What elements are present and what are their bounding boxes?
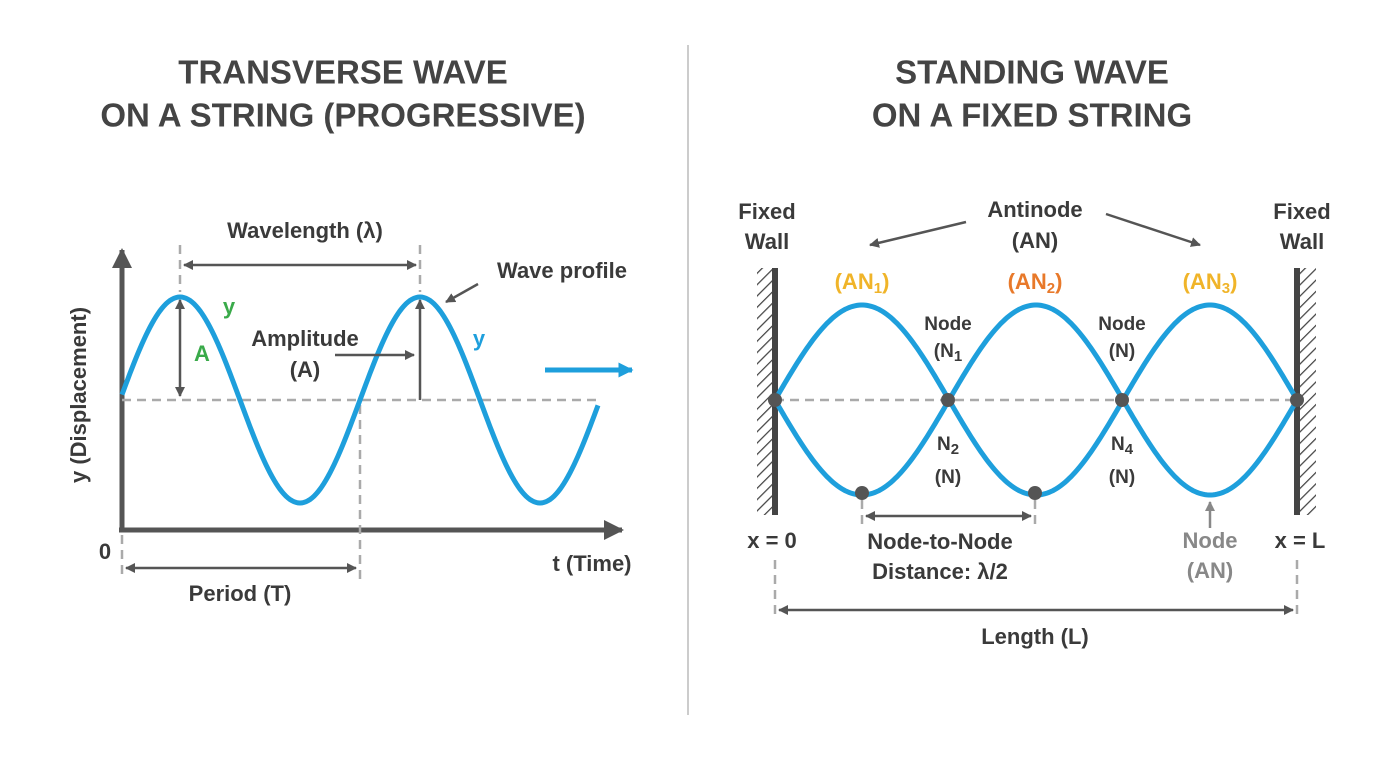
wall-label: Wall [745,229,789,254]
node-label: (N) [1109,467,1135,488]
bottom-node-label: Node [1183,528,1238,553]
green-y-label: y [223,294,236,319]
node-label: (N) [1109,341,1135,362]
antinode-marker: (AN1) [835,269,890,297]
node-label: N4 [1111,434,1134,458]
period-label: Period (T) [189,581,292,606]
node-label: Node [924,314,972,335]
wall-label: Fixed [738,199,795,224]
amplitude-symbol: A [194,341,210,366]
title-line: ON A FIXED STRING [872,97,1192,134]
x-axis-label: t (Time) [552,551,631,576]
pointer-arrow [445,282,479,304]
antinode-label: Antinode [987,197,1082,222]
amplitude-label: (A) [290,357,321,382]
wall-label: Wall [1280,229,1324,254]
antinode-marker: (AN2) [1008,269,1063,297]
wall-hatch [1300,268,1316,515]
right-panel: STANDING WAVE ON A FIXED STRING Fixed Wa… [738,54,1330,649]
wall-hatch [757,268,773,515]
antinode-label: (AN) [1012,228,1058,253]
pointer-arrow [1105,212,1201,247]
title-line: ON A STRING (PROGRESSIVE) [100,97,585,134]
progressive-wave [119,294,601,506]
origin-label: 0 [99,539,111,564]
wavelength-label: Wavelength (λ) [227,218,383,243]
amplitude-label: Amplitude [251,326,359,351]
node-label: Node [1098,314,1146,335]
wave-profile-label: Wave profile [497,258,627,283]
half-wavelength-label: Distance: λ/2 [872,559,1008,584]
end-label: x = L [1275,528,1326,553]
bottom-node-label: (AN) [1187,558,1233,583]
title-line: STANDING WAVE [895,54,1169,91]
node-label: (N1 [934,341,962,365]
y-axis-label: y (Displacement) [66,307,91,483]
pointer-arrow [869,220,967,248]
left-panel: TRANSVERSE WAVE ON A STRING (PROGRESSIVE… [66,54,634,606]
blue-y-label: y [473,326,486,351]
node-labels: Node (N1 Node (N) N2 (N) N4 (N) [924,314,1146,488]
wall-label: Fixed [1273,199,1330,224]
node-label: N2 [937,434,959,458]
half-wavelength-label: Node-to-Node [867,529,1012,554]
antinode-marker: (AN3) [1183,269,1238,297]
title-line: TRANSVERSE WAVE [178,54,507,91]
node-dots [768,393,1304,500]
node-label: (N) [935,467,961,488]
length-label: Length (L) [981,624,1089,649]
end-label: x = 0 [747,528,797,553]
